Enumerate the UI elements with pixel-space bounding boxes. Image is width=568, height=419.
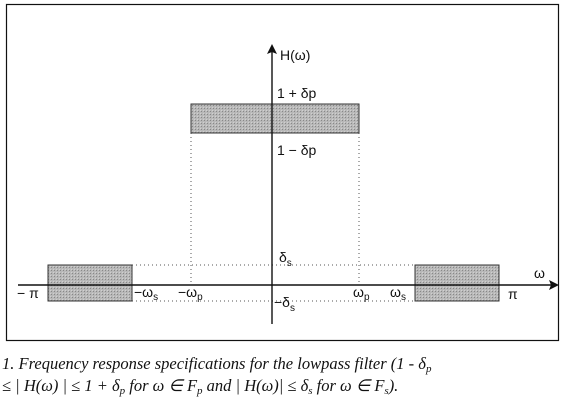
neg-omega-s-label: −ωs [134,284,158,303]
omega-p-label: ωp [353,284,370,303]
stopband-box-right [414,264,500,302]
lower-bound-label: 1 − δp [277,142,317,158]
figure-frame [5,3,560,342]
x-axis-arrow [549,280,559,290]
caption-line-1: 1. Frequency response specifications for… [2,354,432,375]
neg-pi-label: − π [17,285,39,301]
neg-omega-p-label: −ωp [178,284,203,303]
upper-bound-label: 1 + δp [277,85,317,101]
stop-lower-label: −δs [274,294,295,314]
pos-pi-label: π [508,286,518,302]
stop-upper-label: δs [279,249,292,269]
y-axis-label: H(ω) [280,47,310,63]
figure-caption: 1. Frequency response specifications for… [2,353,564,397]
passband-box [190,103,360,134]
stopband-box-left [47,264,133,302]
omega-s-label: ωs [390,284,406,303]
y-axis-arrow [267,44,277,54]
caption-line-2: ≤ | H(ω) | ≤ 1 + δp for ω ∈ Fp and | H(ω… [2,376,399,397]
dotted-guides [132,133,415,302]
x-axis-label: ω [534,265,545,281]
